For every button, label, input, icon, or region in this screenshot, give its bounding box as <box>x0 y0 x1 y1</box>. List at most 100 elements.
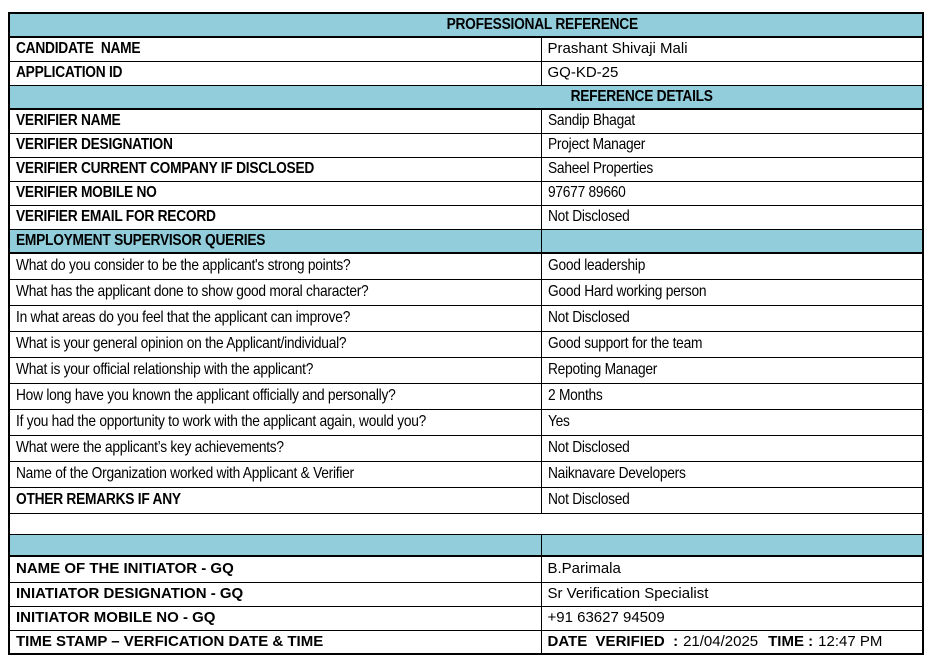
row-initiator-designation: INIATIATOR DESIGNATION - GQ Sr Verificat… <box>8 581 924 607</box>
blue-divider-left-cell <box>8 533 542 557</box>
row-verifier-name: VERIFIER NAME Sandip Bhagat <box>8 108 924 134</box>
blue-divider-row <box>8 533 924 557</box>
question-cell: In what areas do you feel that the appli… <box>8 304 542 332</box>
value-cell: Not Disclosed <box>540 204 924 230</box>
label-cell: VERIFIER MOBILE NO <box>8 180 542 206</box>
row-verifier-company: VERIFIER CURRENT COMPANY IF DISCLOSED Sa… <box>8 156 924 182</box>
question-cell: What do you consider to be the applicant… <box>8 252 542 280</box>
question-text: What is your official relationship with … <box>16 361 314 378</box>
row-query-strong-points: What do you consider to be the applicant… <box>8 252 924 280</box>
value-cell: Saheel Properties <box>540 156 924 182</box>
row-verifier-designation: VERIFIER DESIGNATION Project Manager <box>8 132 924 158</box>
answer-cell: Good Hard working person <box>540 278 924 306</box>
answer-text: Yes <box>547 413 570 430</box>
value-cell: +91 63627 94509 <box>540 605 924 631</box>
value-cell: Project Manager <box>540 132 924 158</box>
initiator-designation-label: INIATIATOR DESIGNATION - GQ <box>16 585 244 602</box>
question-cell: What has the applicant done to show good… <box>8 278 542 306</box>
candidate-name-value: Prashant Shivaji Mali <box>547 40 688 58</box>
timestamp-value-cell: DATE VERIFIED :21/04/2025 TIME :12:47 PM <box>540 629 924 655</box>
supervisor-queries-header-row: EMPLOYMENT SUPERVISOR QUERIES <box>8 228 924 254</box>
question-text: In what areas do you feel that the appli… <box>16 309 351 326</box>
row-other-remarks: OTHER REMARKS IF ANY Not Disclosed <box>8 486 924 514</box>
answer-text: Repoting Manager <box>547 361 657 378</box>
initiator-mobile-value: +91 63627 94509 <box>547 609 665 626</box>
answer-cell: Good support for the team <box>540 330 924 358</box>
label-cell: VERIFIER CURRENT COMPANY IF DISCLOSED <box>8 156 542 182</box>
row-query-work-again: If you had the opportunity to work with … <box>8 408 924 436</box>
question-cell: What is your general opinion on the Appl… <box>8 330 542 358</box>
reference-details-header-row: REFERENCE DETAILS <box>8 84 924 110</box>
supervisor-queries-title-cell: EMPLOYMENT SUPERVISOR QUERIES <box>8 228 542 254</box>
spacer-row <box>8 512 924 535</box>
answer-cell: Good leadership <box>540 252 924 280</box>
row-query-improve: In what areas do you feel that the appli… <box>8 304 924 332</box>
answer-text: Not Disclosed <box>547 309 630 326</box>
row-verifier-email: VERIFIER EMAIL FOR RECORD Not Disclosed <box>8 204 924 230</box>
row-query-how-long-known: How long have you known the applicant of… <box>8 382 924 410</box>
reference-details-title-cell: REFERENCE DETAILS <box>8 84 924 110</box>
row-verifier-mobile: VERIFIER MOBILE NO 97677 89660 <box>8 180 924 206</box>
row-candidate-name: CANDIDATE NAME Prashant Shivaji Mali <box>8 36 924 62</box>
answer-cell: 2 Months <box>540 382 924 410</box>
candidate-name-label: CANDIDATE NAME <box>16 40 141 58</box>
initiator-designation-value: Sr Verification Specialist <box>547 585 709 602</box>
answer-text: Naiknavare Developers <box>547 465 686 482</box>
answer-cell: Not Disclosed <box>540 434 924 462</box>
verifier-mobile-value: 97677 89660 <box>547 184 626 201</box>
row-initiator-mobile: INITIATOR MOBILE NO - GQ +91 63627 94509 <box>8 605 924 631</box>
row-query-official-relationship: What is your official relationship with … <box>8 356 924 384</box>
row-query-moral-character: What has the applicant done to show good… <box>8 278 924 306</box>
question-text: How long have you known the applicant of… <box>16 387 396 404</box>
application-id-value: GQ-KD-25 <box>547 64 619 81</box>
supervisor-queries-title: EMPLOYMENT SUPERVISOR QUERIES <box>16 231 266 249</box>
answer-text: 2 Months <box>547 387 603 404</box>
row-query-general-opinion: What is your general opinion on the Appl… <box>8 330 924 358</box>
other-remarks-value: Not Disclosed <box>547 491 630 508</box>
row-query-organization: Name of the Organization worked with App… <box>8 460 924 488</box>
question-text: What is your general opinion on the Appl… <box>16 335 347 352</box>
verifier-mobile-label: VERIFIER MOBILE NO <box>16 184 157 201</box>
supervisor-queries-empty-cell <box>540 228 924 254</box>
question-text: If you had the opportunity to work with … <box>16 413 427 430</box>
label-cell: OTHER REMARKS IF ANY <box>8 486 542 514</box>
verifier-name-label: VERIFIER NAME <box>16 112 121 130</box>
label-cell: APPLICATION ID <box>8 60 542 86</box>
question-cell: How long have you known the applicant of… <box>8 382 542 410</box>
answer-cell: Repoting Manager <box>540 356 924 384</box>
verifier-designation-value: Project Manager <box>547 136 645 153</box>
row-query-key-achievements: What were the applicant’s key achievemen… <box>8 434 924 462</box>
answer-text: Good leadership <box>547 257 645 275</box>
blue-divider-right-cell <box>540 533 924 557</box>
application-id-label: APPLICATION ID <box>16 64 123 81</box>
initiator-name-value: B.Parimala <box>547 560 621 578</box>
question-text: What do you consider to be the applicant… <box>16 257 351 275</box>
answer-text: Good support for the team <box>547 335 702 352</box>
initiator-name-label: NAME OF THE INITIATOR - GQ <box>16 560 234 578</box>
reference-details-title: REFERENCE DETAILS <box>570 87 714 105</box>
label-cell: INIATIATOR DESIGNATION - GQ <box>8 581 542 607</box>
label-cell: VERIFIER NAME <box>8 108 542 134</box>
question-cell: Name of the Organization worked with App… <box>8 460 542 488</box>
row-timestamp: TIME STAMP – VERFICATION DATE & TIME DAT… <box>8 629 924 655</box>
date-verified-label: DATE VERIFIED : <box>547 632 679 650</box>
value-cell: Sandip Bhagat <box>540 108 924 134</box>
question-cell: If you had the opportunity to work with … <box>8 408 542 436</box>
verifier-company-label: VERIFIER CURRENT COMPANY IF DISCLOSED <box>16 160 315 177</box>
label-cell: TIME STAMP – VERFICATION DATE & TIME <box>8 629 542 655</box>
value-cell: B.Parimala <box>540 555 924 583</box>
label-cell: NAME OF THE INITIATOR - GQ <box>8 555 542 583</box>
value-cell: Sr Verification Specialist <box>540 581 924 607</box>
timestamp-label: TIME STAMP – VERFICATION DATE & TIME <box>16 632 324 650</box>
verifier-company-value: Saheel Properties <box>547 160 653 177</box>
answer-text: Not Disclosed <box>547 439 630 456</box>
verifier-designation-label: VERIFIER DESIGNATION <box>16 136 173 153</box>
answer-cell: Yes <box>540 408 924 436</box>
value-cell: Prashant Shivaji Mali <box>540 36 924 62</box>
value-cell: Not Disclosed <box>540 486 924 514</box>
table-title: PROFESSIONAL REFERENCE <box>446 16 638 33</box>
value-cell: 97677 89660 <box>540 180 924 206</box>
label-cell: CANDIDATE NAME <box>8 36 542 62</box>
question-cell: What is your official relationship with … <box>8 356 542 384</box>
answer-cell: Naiknavare Developers <box>540 460 924 488</box>
